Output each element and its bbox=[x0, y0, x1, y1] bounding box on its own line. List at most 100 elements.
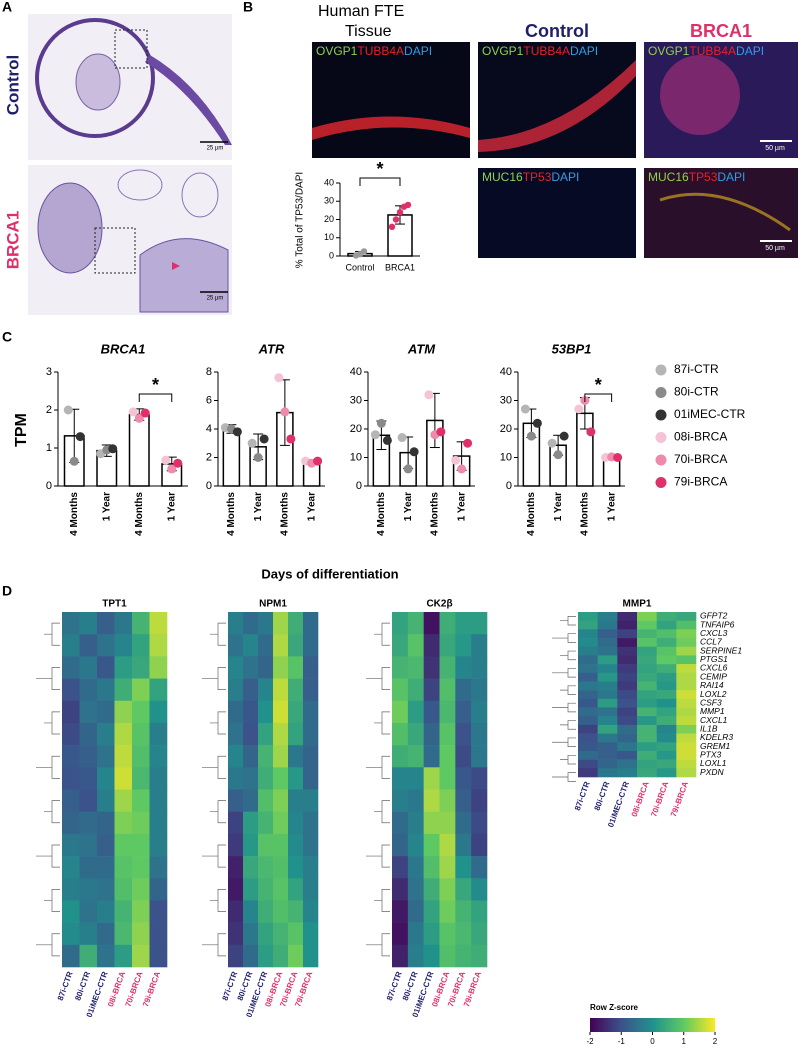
heatmap-cell bbox=[578, 655, 598, 665]
heatmap-cell bbox=[273, 656, 289, 679]
data-point bbox=[392, 216, 400, 223]
heatmap-cell bbox=[676, 646, 697, 656]
heatmap-cell bbox=[228, 922, 244, 946]
heatmap-cell bbox=[578, 638, 598, 648]
data-point bbox=[286, 434, 296, 444]
heatmap-cell bbox=[676, 620, 697, 630]
heatmap-cell bbox=[637, 620, 657, 630]
heatmap-cell bbox=[423, 745, 440, 768]
y-tick-label: 0 bbox=[329, 250, 334, 260]
x-tick-label: 4 Months bbox=[430, 492, 441, 536]
heatmap-cell bbox=[392, 634, 409, 657]
heatmap-cell bbox=[149, 767, 168, 790]
heatmap-cell bbox=[149, 922, 168, 946]
panel-label: A bbox=[2, 0, 12, 15]
heatmap-cell bbox=[62, 656, 80, 679]
data-point bbox=[259, 434, 269, 444]
heatmap-cell bbox=[597, 750, 618, 760]
heatmap-cell bbox=[637, 698, 657, 708]
heatmap-cell bbox=[97, 722, 115, 746]
heatmap-cell bbox=[578, 620, 598, 630]
bar bbox=[128, 413, 150, 487]
panel-label: B bbox=[243, 0, 253, 15]
data-point bbox=[134, 413, 144, 423]
heatmap-cell bbox=[132, 678, 150, 702]
heatmap-cell bbox=[303, 722, 319, 746]
chart-title: BRCA1 bbox=[101, 341, 146, 356]
y-tick-label: 40 bbox=[324, 177, 334, 187]
heatmap-cell bbox=[656, 750, 677, 760]
x-tick-label: 4 Months bbox=[226, 492, 237, 536]
tissue bbox=[37, 182, 103, 274]
image bbox=[312, 42, 470, 158]
heatmap-cell bbox=[288, 922, 304, 946]
heatmap-cell bbox=[79, 811, 98, 835]
row-label: SERPINE1 bbox=[700, 645, 742, 655]
heatmap-cell bbox=[423, 767, 440, 790]
data-point bbox=[520, 404, 530, 414]
heatmap-cell bbox=[423, 944, 440, 968]
heatmap-cell bbox=[617, 612, 638, 621]
heatmap-cell bbox=[471, 634, 488, 657]
heatmap-cell bbox=[617, 629, 638, 639]
heatmap-cell bbox=[303, 656, 319, 679]
heatmap-cell bbox=[423, 878, 440, 901]
y-tick-label: 2 bbox=[46, 404, 52, 416]
row-label: PXDN bbox=[700, 767, 724, 777]
heatmap-cell bbox=[79, 856, 98, 879]
heatmap-cell bbox=[258, 612, 274, 635]
row-label: CEMIP bbox=[700, 671, 727, 681]
heatmap-cell bbox=[79, 789, 98, 812]
heatmap-cell bbox=[273, 922, 289, 946]
heatmap-title: NPM1 bbox=[259, 599, 287, 610]
row-label: IL1B bbox=[700, 723, 718, 733]
heatmap-cell bbox=[578, 742, 598, 752]
heatmap-cell bbox=[62, 833, 80, 857]
heatmap-cell bbox=[578, 750, 598, 760]
heatmap-cell bbox=[288, 745, 304, 768]
row-label: CXCL3 bbox=[700, 628, 728, 638]
y-tick-label: 1 bbox=[46, 442, 52, 454]
heatmap-cell bbox=[637, 724, 657, 734]
stain-name: DAPI bbox=[551, 170, 579, 184]
x-tick-label: 1 Year bbox=[403, 492, 414, 521]
heatmap-cell bbox=[597, 698, 618, 708]
stain-name: DAPI bbox=[404, 44, 432, 58]
inset-box bbox=[94, 227, 136, 274]
heatmap-cell bbox=[637, 733, 657, 743]
significance-bracket bbox=[584, 393, 613, 402]
row-label: LOXL1 bbox=[700, 758, 727, 768]
histology-control bbox=[28, 14, 232, 160]
heatmap-cell bbox=[455, 878, 472, 901]
heatmap-cell bbox=[62, 722, 80, 746]
stain-name: TUBB4A bbox=[689, 44, 736, 58]
heatmap-cell bbox=[114, 811, 133, 835]
heatmap-cell bbox=[392, 811, 409, 835]
heatmap-cell bbox=[132, 656, 150, 679]
legend-swatch bbox=[655, 432, 667, 443]
heatmap-cell bbox=[288, 856, 304, 879]
heatmap-cell bbox=[243, 833, 259, 857]
heatmap-cell bbox=[273, 767, 289, 790]
row-label: CCL7 bbox=[700, 637, 722, 647]
heatmap-cell bbox=[228, 767, 244, 790]
row-label: CXCL6 bbox=[700, 663, 728, 673]
heatmap-cell bbox=[79, 612, 98, 635]
heatmap-cell bbox=[676, 716, 697, 726]
heatmap-cell bbox=[656, 612, 677, 621]
heatmap-cell bbox=[114, 767, 133, 790]
x-tick-label: 1 Year bbox=[166, 492, 177, 521]
heatmap-cell bbox=[597, 768, 618, 778]
data-point bbox=[451, 455, 461, 465]
arrowhead bbox=[172, 262, 180, 270]
stain-name: DAPI bbox=[736, 44, 764, 58]
stain-label: OVGP1TUBB4ADAPI bbox=[482, 44, 598, 58]
heatmap-cell bbox=[62, 900, 80, 923]
heatmap-cell bbox=[97, 634, 115, 657]
heatmap-cell bbox=[97, 833, 115, 857]
heatmap-cell bbox=[407, 944, 424, 968]
heatmap-cell bbox=[676, 664, 697, 674]
heatmap-cell bbox=[273, 900, 289, 923]
heatmap-cell bbox=[471, 856, 488, 879]
heatmap-cell bbox=[455, 833, 472, 857]
